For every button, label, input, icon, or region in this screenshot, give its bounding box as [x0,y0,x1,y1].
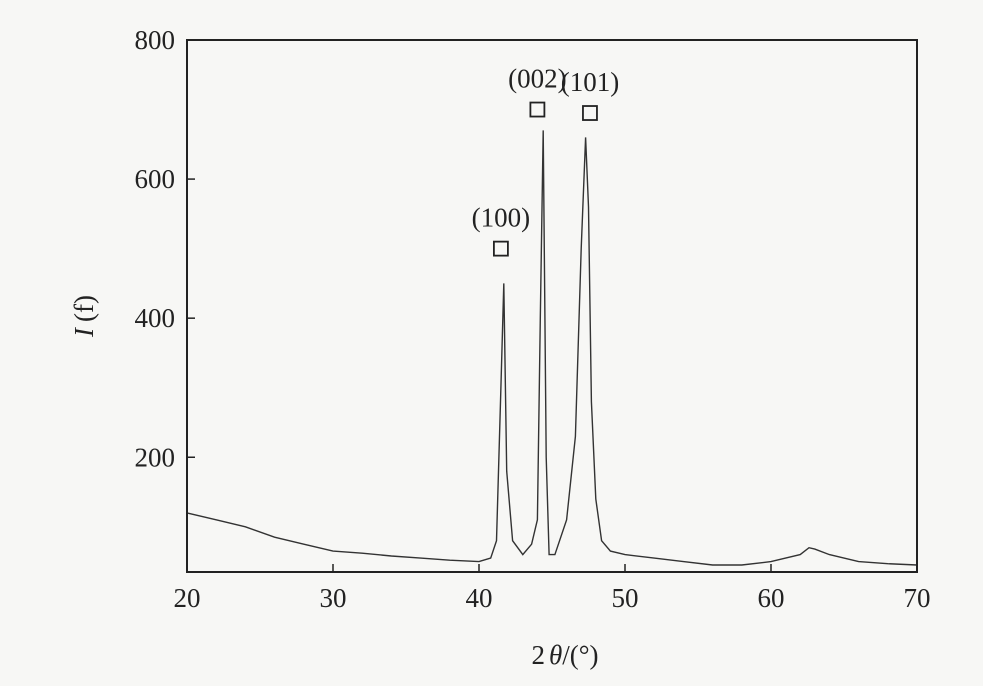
x-tick-label: 70 [904,583,931,613]
peak-marker [529,101,546,118]
y-axis-symbol: I [69,326,99,338]
x-tick-label: 50 [612,583,639,613]
y-axis-title: I (f) [69,295,99,338]
y-tick-label: 200 [135,442,176,472]
y-tick-label: 400 [135,303,176,333]
y-tick-label: 800 [135,25,176,55]
x-tick-label: 60 [758,583,785,613]
plot-frame [186,39,918,573]
x-tick-label: 30 [320,583,347,613]
y-tick-label: 600 [135,164,176,194]
peak-label: (101) [561,67,619,97]
peak-marker [582,105,598,121]
x-axis-number: 2 [531,640,545,670]
y-axis-unit: (f) [69,295,99,322]
peak-label: (002) [508,64,566,94]
peak-marker [492,240,509,257]
x-tick-label: 40 [466,583,493,613]
peak-label: (100) [472,203,530,233]
x-tick-label: 20 [174,583,201,613]
x-axis-unit: /(°) [562,640,598,670]
x-axis-theta: θ [549,640,562,670]
intensity-line [186,130,918,566]
x-axis-title: 2 θ/(°) [531,640,598,670]
